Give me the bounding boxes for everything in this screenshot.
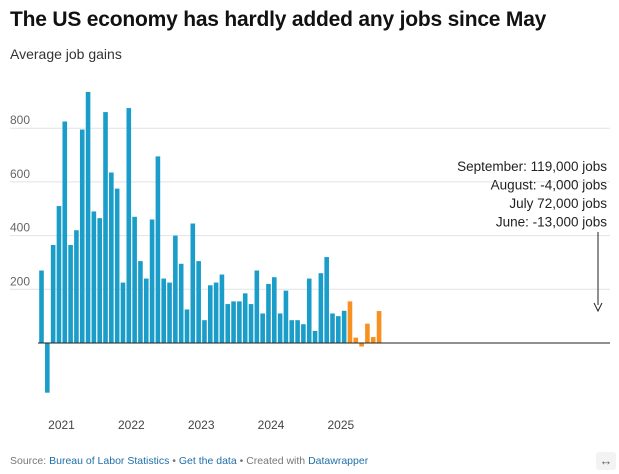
bar <box>266 283 271 343</box>
bar <box>306 278 312 343</box>
chart-title: The US economy has hardly added any jobs… <box>10 8 547 31</box>
bar <box>97 218 102 343</box>
bar <box>196 261 201 343</box>
bar <box>219 274 225 343</box>
bar <box>207 285 213 343</box>
source-prefix: Source: <box>10 455 47 467</box>
bar <box>167 282 172 343</box>
bar <box>132 216 137 343</box>
bar <box>190 223 196 343</box>
footer-separator: • <box>172 455 176 467</box>
arrow-head <box>593 302 603 313</box>
annotation-text: August: -4,000 jobs <box>491 178 608 193</box>
bar <box>173 235 178 343</box>
bar <box>50 244 56 343</box>
annotation-text: June: -13,000 jobs <box>496 215 607 230</box>
bar <box>45 343 50 393</box>
bar <box>254 270 260 343</box>
bar <box>330 313 335 343</box>
bar <box>365 323 370 343</box>
bar <box>353 337 359 343</box>
bar <box>120 282 126 343</box>
bar <box>318 273 324 343</box>
footer: Source: Bureau of Labor Statistics • Get… <box>10 455 368 467</box>
x-tick-label: 2021 <box>48 418 75 432</box>
y-tick-label: 200 <box>10 274 30 288</box>
bar <box>56 206 62 343</box>
bar <box>324 257 329 343</box>
bar <box>202 320 207 343</box>
get-data-link[interactable]: Get the data <box>178 455 237 467</box>
annotation-text: September: 119,000 jobs <box>457 159 607 174</box>
bar <box>359 343 364 347</box>
y-tick-label: 400 <box>10 221 30 235</box>
bar <box>248 304 254 343</box>
bar <box>376 311 382 343</box>
x-tick-label: 2023 <box>188 418 215 432</box>
bar <box>231 301 236 343</box>
datawrapper-link[interactable]: Datawrapper <box>308 455 369 467</box>
bar <box>213 282 219 343</box>
source-link[interactable]: Bureau of Labor Statistics <box>49 455 170 467</box>
bar <box>336 316 341 343</box>
bar <box>225 304 231 343</box>
bar <box>341 310 347 343</box>
x-tick-label: 2025 <box>328 418 355 432</box>
bar <box>237 301 242 343</box>
expand-icon[interactable]: ↔ <box>596 452 616 470</box>
footer-separator: • <box>239 455 244 467</box>
bar <box>143 278 149 343</box>
bar <box>301 324 306 343</box>
created-with-text: Created with <box>246 455 306 467</box>
bar <box>85 91 91 343</box>
bar <box>242 293 248 343</box>
bar <box>260 313 265 343</box>
bar <box>114 188 120 343</box>
bar <box>103 112 108 343</box>
bar <box>347 301 353 343</box>
bar <box>283 290 289 343</box>
bar <box>370 337 376 343</box>
bar <box>109 172 114 343</box>
x-tick-label: 2022 <box>118 418 145 432</box>
bar <box>126 108 132 343</box>
bar <box>68 244 73 343</box>
chart-subtitle: Average job gains <box>10 46 122 62</box>
bar <box>138 261 143 343</box>
bar <box>39 270 44 343</box>
bar <box>184 309 190 343</box>
x-tick-label: 2024 <box>258 418 285 432</box>
y-tick-label: 600 <box>10 167 30 181</box>
bar <box>155 156 161 343</box>
annotation-text: July 72,000 jobs <box>509 196 607 211</box>
bar <box>312 330 318 343</box>
y-tick-label: 800 <box>10 113 30 127</box>
bar <box>277 313 283 343</box>
bar <box>62 121 68 343</box>
bar <box>295 320 300 343</box>
bar <box>178 263 184 343</box>
bar <box>79 129 85 343</box>
bar <box>149 219 155 343</box>
bar <box>161 278 167 343</box>
bar <box>272 277 277 343</box>
bar <box>91 211 97 343</box>
bar <box>289 320 295 343</box>
bar <box>74 230 79 343</box>
